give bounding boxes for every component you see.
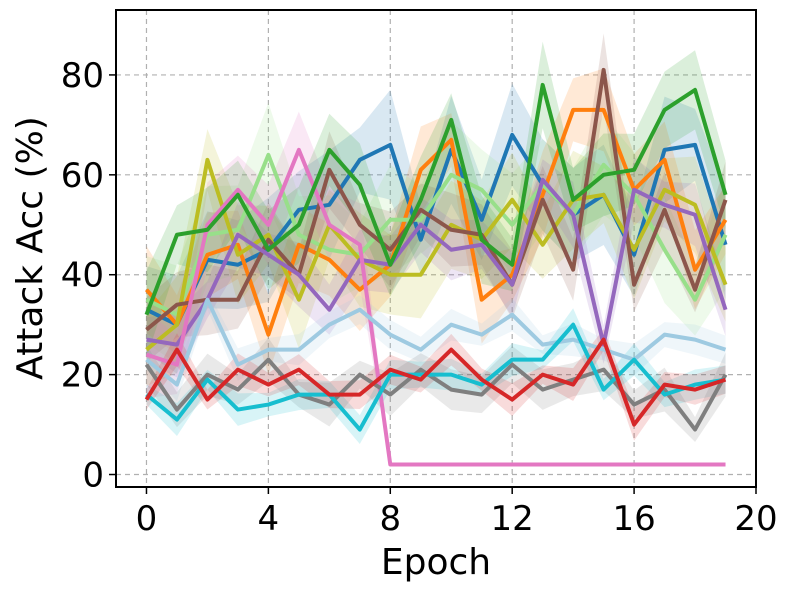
plot-frame xyxy=(115,9,757,488)
series-line-gray xyxy=(144,357,728,432)
x-axis: 0 4 8 12 16 20 xyxy=(136,487,778,539)
series-line-lightblue xyxy=(145,297,727,387)
y-axis-label: Attack Acc (%) xyxy=(10,116,51,380)
series-line-purple xyxy=(146,177,728,347)
series-line-red xyxy=(144,337,727,427)
y-tick-label: 40 xyxy=(61,256,104,296)
series-band-tab:orange xyxy=(146,68,726,375)
x-tick-label: 0 xyxy=(136,499,158,539)
x-tick-label: 4 xyxy=(258,499,280,539)
x-tick-label: 16 xyxy=(612,499,655,539)
series-band-purple xyxy=(146,157,726,378)
y-tick-label: 60 xyxy=(61,156,104,196)
series-band-lightblue xyxy=(146,289,726,402)
y-tick-label: 80 xyxy=(61,56,104,96)
series-band-tab:blue xyxy=(146,83,726,374)
series-line-lightgreen xyxy=(145,152,728,317)
series-band-pink xyxy=(146,111,726,465)
series-band-red xyxy=(146,328,726,441)
x-tick-label: 8 xyxy=(379,499,401,539)
series-line-tab:green xyxy=(144,82,728,316)
x-tick-label: 20 xyxy=(734,499,777,539)
series-lines xyxy=(144,67,728,467)
series-line-cyan xyxy=(145,322,726,432)
y-tick-label: 20 xyxy=(61,356,104,396)
x-axis-label: Epoch xyxy=(381,542,491,583)
x-tick-label: 12 xyxy=(491,499,534,539)
series-line-pink xyxy=(145,147,726,467)
y-axis: 0 20 40 60 80 xyxy=(61,56,116,496)
series-band-gray xyxy=(146,337,726,442)
series-band-tab:green xyxy=(146,41,726,359)
y-tick-label: 0 xyxy=(82,456,104,496)
series-band-lightgreen xyxy=(146,102,726,364)
series-line-brown xyxy=(145,67,728,332)
